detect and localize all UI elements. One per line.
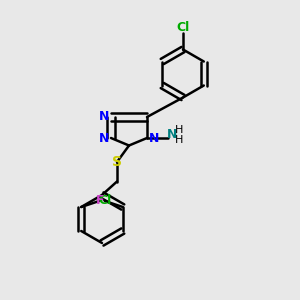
Text: N: N (167, 128, 177, 141)
Text: Cl: Cl (98, 194, 111, 208)
Text: S: S (112, 155, 122, 169)
Text: F: F (96, 194, 104, 208)
Text: N: N (99, 131, 110, 145)
Text: N: N (148, 131, 159, 145)
Text: Cl: Cl (176, 21, 190, 34)
Text: N: N (99, 110, 110, 124)
Text: H: H (175, 134, 184, 145)
Text: H: H (175, 124, 184, 135)
